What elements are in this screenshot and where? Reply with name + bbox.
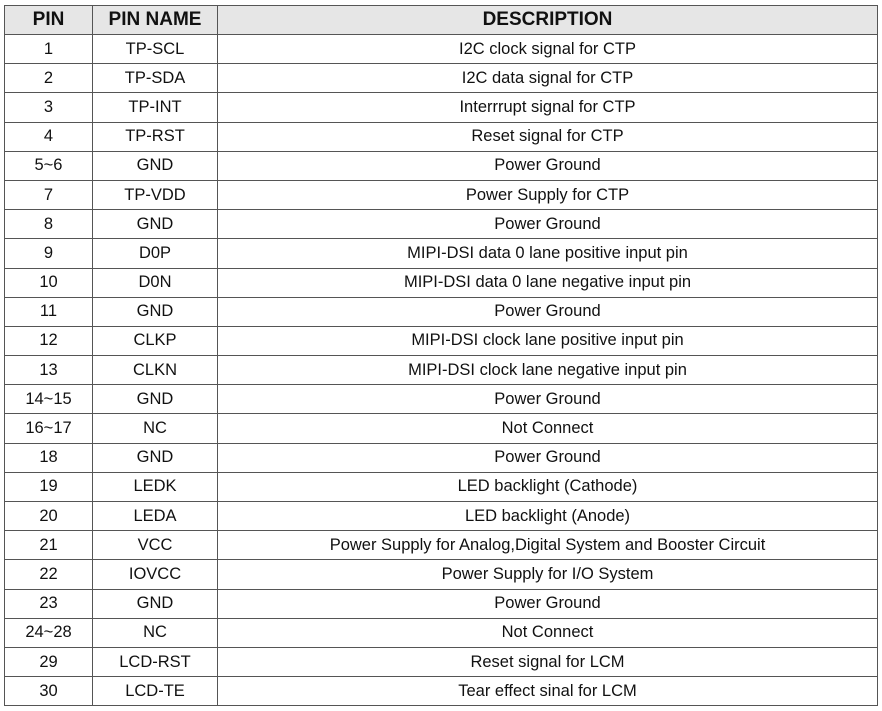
description-cell: Power Ground xyxy=(217,209,878,240)
pin-description-table: PIN PIN NAME DESCRIPTION 1 TP-SCL I2C cloc… xyxy=(4,5,878,707)
description-cell: Power Ground xyxy=(217,588,878,619)
table-row: 13 CLKN MIPI-DSI clock lane negative input… xyxy=(4,355,878,386)
pin-cell: 19 xyxy=(4,471,93,503)
pin-name-cell: NC xyxy=(92,617,218,648)
pin-name-cell: LCD-TE xyxy=(92,676,218,707)
table-row: 1 TP-SCL I2C clock signal for CTP xyxy=(4,33,878,65)
description-cell: Not Connect xyxy=(217,617,878,648)
pin-cell: 20 xyxy=(4,500,93,532)
description-cell: Reset signal for CTP xyxy=(217,121,878,152)
pin-cell: 23 xyxy=(4,588,93,619)
pin-name-cell: D0P xyxy=(92,238,218,269)
pin-name-cell: LEDA xyxy=(92,500,218,532)
pin-cell: 12 xyxy=(4,325,93,357)
pin-name-cell: LCD-RST xyxy=(92,646,218,678)
pin-name-cell: CLKN xyxy=(92,355,218,386)
pin-name-cell: D0N xyxy=(92,267,218,298)
description-cell: MIPI-DSI clock lane negative input pin xyxy=(217,355,878,386)
header-row: PIN PIN NAME DESCRIPTION xyxy=(4,5,878,35)
description-cell: Tear effect sinal for LCM xyxy=(217,676,878,707)
table-row: 2 TP-SDA I2C data signal for CTP xyxy=(4,63,878,94)
pin-cell: 5~6 xyxy=(4,150,93,181)
table-row: 22 IOVCC Power Supply for I/O System xyxy=(4,559,878,590)
pin-cell: 10 xyxy=(4,267,93,298)
pin-name-cell: LEDK xyxy=(92,471,218,503)
pin-cell: 21 xyxy=(4,530,93,561)
pin-cell: 29 xyxy=(4,646,93,678)
description-cell: MIPI-DSI clock lane positive input pin xyxy=(217,325,878,357)
pin-name-cell: TP-INT xyxy=(92,92,218,123)
pin-name-cell: GND xyxy=(92,442,218,473)
table-row: 30 LCD-TE Tear effect sinal for LCM xyxy=(4,676,878,707)
pin-cell: 4 xyxy=(4,121,93,152)
pin-name-cell: TP-RST xyxy=(92,121,218,152)
pin-name-cell: TP-SCL xyxy=(92,33,218,65)
pin-cell: 30 xyxy=(4,676,93,707)
header-pin-name: PIN NAME xyxy=(92,5,218,35)
pin-cell: 9 xyxy=(4,238,93,269)
table-row: 14~15 GND Power Ground xyxy=(4,384,878,415)
pin-cell: 18 xyxy=(4,442,93,473)
description-cell: Power Ground xyxy=(217,296,878,327)
table-row: 23 GND Power Ground xyxy=(4,588,878,619)
pin-name-cell: TP-VDD xyxy=(92,179,218,211)
pin-cell: 24~28 xyxy=(4,617,93,648)
pin-cell: 13 xyxy=(4,355,93,386)
table-row: 19 LEDK LED backlight (Cathode) xyxy=(4,471,878,503)
description-cell: Power Supply for I/O System xyxy=(217,559,878,590)
header-pin: PIN xyxy=(4,5,93,35)
description-cell: Reset signal for LCM xyxy=(217,646,878,678)
table-row: 20 LEDA LED backlight (Anode) xyxy=(4,500,878,532)
pin-name-cell: GND xyxy=(92,150,218,181)
table-row: 7 TP-VDD Power Supply for CTP xyxy=(4,179,878,211)
description-cell: Power Supply for CTP xyxy=(217,179,878,211)
description-cell: Interrrupt signal for CTP xyxy=(217,92,878,123)
table-row: 29 LCD-RST Reset signal for LCM xyxy=(4,646,878,678)
table-row: 10 D0N MIPI-DSI data 0 lane negative input… xyxy=(4,267,878,298)
pin-name-cell: GND xyxy=(92,588,218,619)
pin-name-cell: VCC xyxy=(92,530,218,561)
description-cell: I2C data signal for CTP xyxy=(217,63,878,94)
description-cell: MIPI-DSI data 0 lane positive input pin xyxy=(217,238,878,269)
table-row: 18 GND Power Ground xyxy=(4,442,878,473)
header-description: DESCRIPTION xyxy=(217,5,878,35)
pin-name-cell: GND xyxy=(92,296,218,327)
table-row: 12 CLKP MIPI-DSI clock lane positive input… xyxy=(4,325,878,357)
table-row: 5~6 GND Power Ground xyxy=(4,150,878,181)
description-cell: Not Connect xyxy=(217,413,878,444)
pin-cell: 11 xyxy=(4,296,93,327)
pin-name-cell: TP-SDA xyxy=(92,63,218,94)
pin-cell: 3 xyxy=(4,92,93,123)
pin-cell: 2 xyxy=(4,63,93,94)
table-row: 16~17 NC Not Connect xyxy=(4,413,878,444)
description-cell: I2C clock signal for CTP xyxy=(217,33,878,65)
description-cell: Power Ground xyxy=(217,150,878,181)
description-cell: Power Ground xyxy=(217,442,878,473)
pin-cell: 22 xyxy=(4,559,93,590)
pin-cell: 16~17 xyxy=(4,413,93,444)
table-row: 24~28 NC Not Connect xyxy=(4,617,878,648)
pin-cell: 7 xyxy=(4,179,93,211)
table-row: 3 TP-INT Interrrupt signal for CTP xyxy=(4,92,878,123)
description-cell: LED backlight (Cathode) xyxy=(217,471,878,503)
pin-cell: 1 xyxy=(4,33,93,65)
table-row: 8 GND Power Ground xyxy=(4,209,878,240)
pin-name-cell: CLKP xyxy=(92,325,218,357)
table-row: 11 GND Power Ground xyxy=(4,296,878,327)
pin-name-cell: NC xyxy=(92,413,218,444)
pin-name-cell: IOVCC xyxy=(92,559,218,590)
description-cell: MIPI-DSI data 0 lane negative input pin xyxy=(217,267,878,298)
pin-name-cell: GND xyxy=(92,209,218,240)
table-row: 21 VCC Power Supply for Analog,Digital Sys… xyxy=(4,530,878,561)
pin-name-cell: GND xyxy=(92,384,218,415)
table-row: 4 TP-RST Reset signal for CTP xyxy=(4,121,878,152)
pin-cell: 14~15 xyxy=(4,384,93,415)
description-cell: Power Ground xyxy=(217,384,878,415)
description-cell: Power Supply for Analog,Digital System a… xyxy=(217,530,878,561)
description-cell: LED backlight (Anode) xyxy=(217,500,878,532)
table-row: 9 D0P MIPI-DSI data 0 lane positive input … xyxy=(4,238,878,269)
pin-cell: 8 xyxy=(4,209,93,240)
